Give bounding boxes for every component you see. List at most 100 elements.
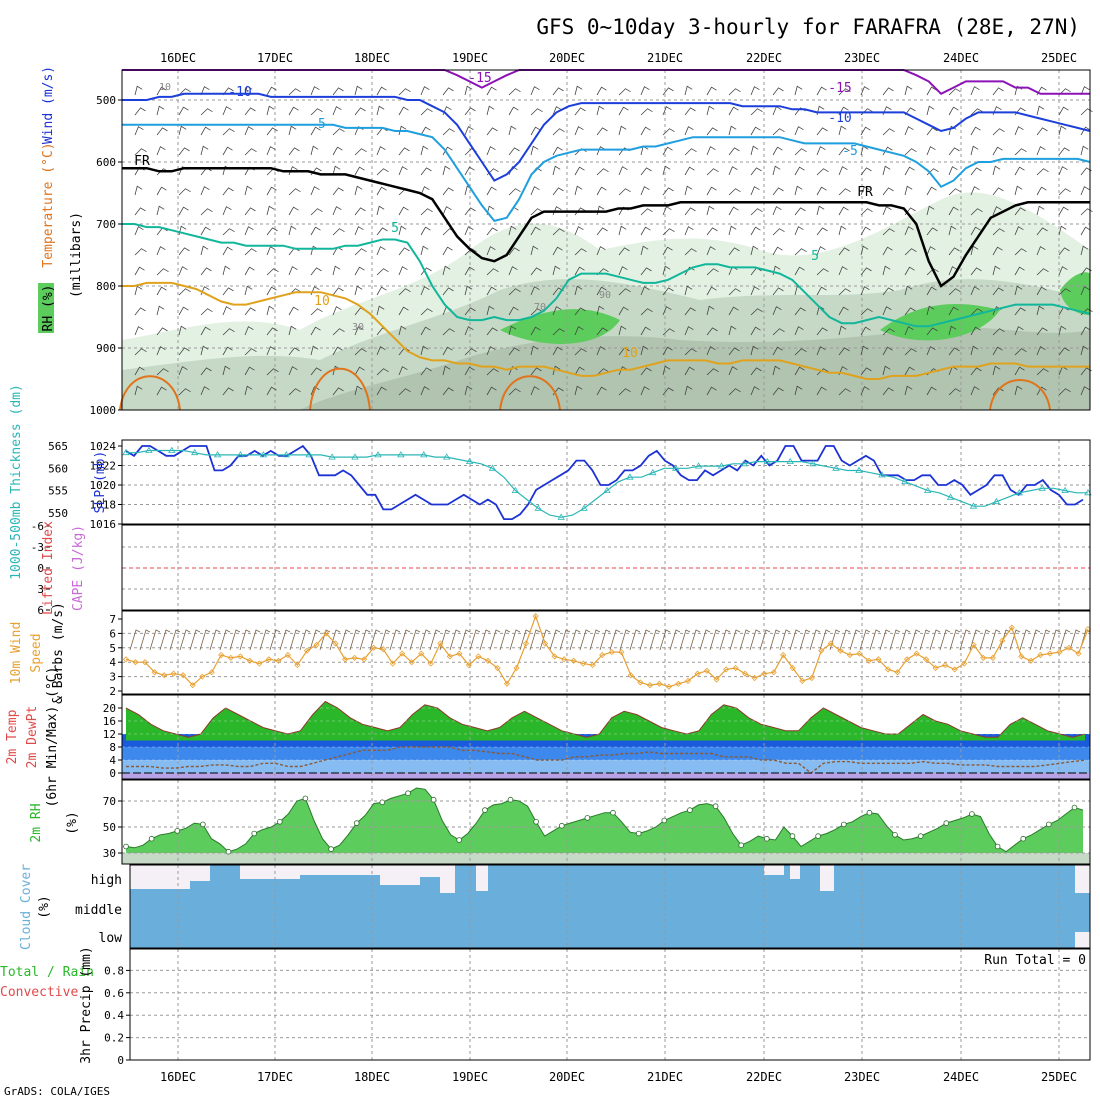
wind-barb bbox=[508, 188, 521, 196]
wind-barb bbox=[1080, 86, 1090, 96]
temp-band-4-8 bbox=[122, 747, 1090, 760]
wind-barb bbox=[178, 325, 187, 336]
wind-barb bbox=[1080, 145, 1089, 156]
wind-barb bbox=[244, 248, 257, 256]
wind-10m-barb bbox=[159, 629, 171, 651]
wind-speed-marker bbox=[627, 672, 634, 679]
thickness-ylabel: 1000-500mb Thickness (dm) bbox=[9, 384, 24, 580]
wind-barb bbox=[244, 285, 253, 296]
wind-barb bbox=[266, 268, 279, 276]
wind-10m-barb bbox=[439, 629, 451, 651]
wind-barb bbox=[552, 306, 562, 316]
wind-10m-barb bbox=[189, 629, 201, 651]
rh-marker bbox=[866, 809, 873, 816]
precip-tick-label-2: 0.4 bbox=[104, 1009, 124, 1022]
wind-barb bbox=[464, 126, 474, 136]
thickness-marker bbox=[511, 486, 520, 493]
wind-barb bbox=[750, 367, 762, 376]
wind-barb bbox=[486, 105, 495, 116]
wind-barb bbox=[904, 307, 916, 316]
wind-barb bbox=[640, 108, 653, 116]
wind-barb bbox=[442, 187, 454, 196]
wind-barb bbox=[838, 325, 847, 336]
wind-barb bbox=[464, 85, 473, 96]
slp-tick-label-0: 1016 bbox=[90, 518, 117, 531]
wind-barb bbox=[816, 205, 825, 216]
wind-barb bbox=[420, 86, 430, 96]
wind-speed-marker bbox=[370, 644, 377, 651]
wind-barb bbox=[508, 288, 521, 296]
wind-barb bbox=[156, 246, 166, 256]
rh-marker bbox=[558, 822, 565, 829]
wind-barb bbox=[376, 346, 386, 356]
wind-barb bbox=[266, 105, 275, 116]
wind-speed-marker bbox=[789, 664, 796, 672]
wind-barb bbox=[640, 126, 651, 136]
wind-barb bbox=[596, 305, 605, 316]
wind-speed-marker bbox=[237, 653, 244, 660]
wind-barb bbox=[244, 185, 253, 196]
contour-label-2: -10 bbox=[228, 85, 251, 100]
wind-barb bbox=[640, 86, 650, 96]
wind-10m-barb bbox=[799, 629, 811, 651]
wind-barb bbox=[530, 86, 540, 96]
wind-barb bbox=[200, 226, 211, 236]
wind-barb bbox=[376, 246, 386, 256]
wind-barb bbox=[904, 348, 917, 356]
wind-barb bbox=[970, 86, 980, 96]
contour-label-9: 5 bbox=[811, 249, 819, 264]
wind-barb bbox=[882, 87, 894, 96]
wind-barb bbox=[860, 267, 872, 276]
thickness-marker bbox=[923, 486, 932, 493]
wind-10m-barb bbox=[559, 629, 571, 651]
wind-speed-marker bbox=[446, 653, 453, 660]
slp-tick-label-2: 1020 bbox=[90, 479, 117, 492]
wind-10m-barb bbox=[599, 629, 611, 651]
wind-10m-barb bbox=[389, 629, 401, 651]
rh-marker bbox=[763, 835, 770, 842]
cloud-level-high: high bbox=[91, 873, 122, 888]
rh-marker bbox=[1020, 835, 1026, 842]
wind-barb bbox=[530, 286, 540, 296]
wind-10m-barb bbox=[249, 629, 261, 651]
thickness-marker bbox=[626, 473, 634, 480]
wind-barb bbox=[332, 87, 344, 96]
wind-barb bbox=[1058, 166, 1068, 176]
wind-barb bbox=[332, 228, 345, 236]
wind-10m-barb bbox=[289, 629, 301, 651]
wind-barb bbox=[530, 126, 541, 136]
wind-barb bbox=[706, 327, 718, 336]
thickness-marker bbox=[969, 502, 978, 509]
wind-speed-marker bbox=[846, 651, 853, 659]
wind-barb bbox=[552, 128, 565, 136]
precip-convective-label: Convective bbox=[0, 985, 78, 1000]
wind-barb bbox=[1036, 127, 1048, 136]
rh-tick-label-0: 30 bbox=[103, 847, 116, 860]
wind-barb bbox=[178, 206, 189, 216]
wind-speed-marker bbox=[989, 654, 996, 661]
wind-barb bbox=[398, 325, 407, 336]
wind-barb bbox=[860, 86, 870, 96]
wind-barb bbox=[662, 128, 675, 136]
rh-2m-panel: 30 50 70 2m RH (%) bbox=[29, 779, 1091, 865]
wind-barb bbox=[464, 348, 477, 356]
wind-barb bbox=[618, 106, 629, 116]
thickness-marker bbox=[305, 451, 313, 458]
temp-contour-15-1 bbox=[309, 367, 371, 411]
wind-barb bbox=[970, 367, 982, 376]
wind-barb bbox=[596, 327, 608, 336]
wind-barb bbox=[794, 266, 805, 276]
wind-barb bbox=[552, 265, 561, 276]
wind-barb bbox=[134, 366, 145, 376]
wind-speed-marker bbox=[503, 680, 511, 687]
upper-air-tick-label-1: 600 bbox=[96, 156, 116, 169]
wind-barb bbox=[750, 145, 759, 156]
wind-barb bbox=[1014, 185, 1023, 196]
wind-barb bbox=[266, 227, 278, 236]
wind-tick-label-2: 4 bbox=[109, 656, 116, 669]
wind-barb bbox=[354, 266, 365, 276]
wind-barb bbox=[684, 107, 696, 116]
wind-barb bbox=[794, 207, 806, 216]
